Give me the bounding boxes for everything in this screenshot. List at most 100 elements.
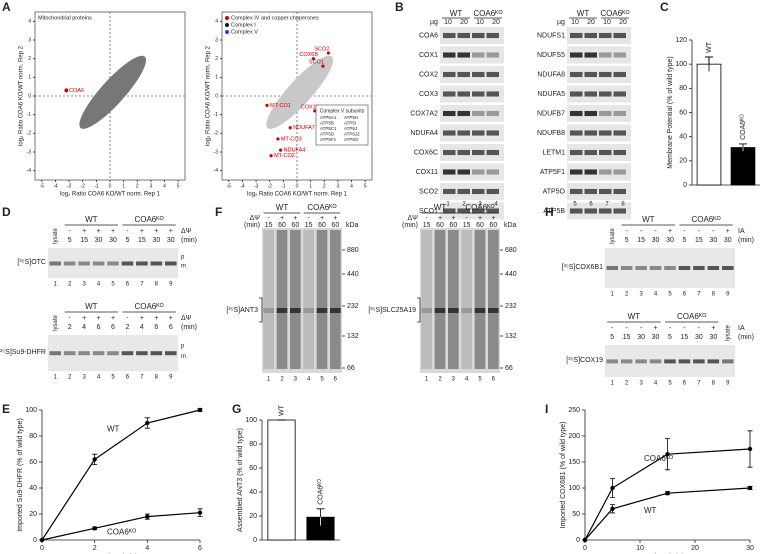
- unit-label: kDa: [504, 222, 517, 229]
- sign: -: [465, 215, 468, 222]
- lane-smear: [434, 230, 446, 369]
- lane-number: 4: [494, 202, 498, 208]
- lane-smear: [290, 230, 301, 369]
- x-tick-label: 3: [150, 183, 153, 189]
- time: 6: [154, 324, 158, 331]
- group-label: WT: [434, 203, 447, 212]
- lane-smear: [303, 230, 314, 369]
- box-item: ATP5J: [344, 126, 357, 131]
- band: [92, 351, 105, 356]
- time: 30: [152, 237, 160, 244]
- y-tick-label: 100: [245, 417, 257, 424]
- time: 30: [109, 237, 117, 244]
- condition-label: ΔΨ: [407, 215, 418, 222]
- band: [649, 359, 662, 364]
- band: [584, 188, 597, 195]
- band: [443, 32, 456, 39]
- row-label: NDUFA8: [537, 71, 565, 78]
- y-tick-label: 1: [28, 75, 31, 81]
- band: [443, 130, 456, 136]
- sign: -: [126, 228, 129, 235]
- y-tick-label: 0: [576, 537, 580, 544]
- y-tick-label: 80: [249, 441, 257, 448]
- band: [486, 188, 499, 195]
- band: [472, 91, 485, 97]
- lane-number: 3: [82, 375, 86, 381]
- sign: +: [140, 315, 144, 322]
- band: [63, 351, 76, 356]
- sign: +: [320, 215, 324, 222]
- y-tick-label: 100: [675, 61, 687, 68]
- lane-number: 1: [446, 202, 450, 208]
- band: [584, 32, 597, 39]
- band: [599, 91, 612, 97]
- row-label: SCO1: [419, 208, 438, 215]
- time: 6: [169, 324, 173, 331]
- lane-smear: [421, 230, 432, 369]
- sign: +: [140, 228, 144, 235]
- band: [49, 261, 61, 266]
- band: [472, 110, 485, 117]
- y-tick-label: 40: [29, 485, 37, 492]
- row-label: ATP5O: [543, 188, 566, 195]
- band: [107, 261, 119, 266]
- group-label: WT: [276, 203, 289, 212]
- unit-label: (min): [244, 222, 260, 229]
- y-tick-label: 60: [249, 465, 257, 472]
- band: [457, 149, 470, 156]
- sign: -: [611, 325, 614, 332]
- box-item: ATP5C1: [320, 126, 337, 131]
- amount: 10: [571, 19, 579, 26]
- band: [474, 308, 486, 313]
- bracket: [417, 297, 421, 323]
- x-tick-label: 1: [309, 183, 312, 189]
- point: [92, 457, 97, 462]
- band: [472, 149, 485, 156]
- band: [78, 351, 90, 356]
- band: [584, 71, 597, 78]
- y-tick-label: 0: [33, 537, 37, 544]
- band: [707, 359, 720, 364]
- lane-number: 9: [726, 381, 730, 387]
- series-label: COA6ᴷᴼ: [107, 528, 136, 537]
- lane-number: 8: [155, 375, 159, 381]
- band: [664, 359, 676, 364]
- band: [635, 266, 647, 270]
- time: 15: [681, 334, 689, 341]
- band: [303, 308, 314, 313]
- lysate-label: lysate: [53, 228, 59, 244]
- point-label: SCO1: [309, 60, 324, 66]
- y-tick-label: -3: [27, 149, 32, 155]
- lane-number: 8: [155, 282, 159, 288]
- band: [613, 169, 626, 175]
- band: [613, 208, 626, 214]
- band: [457, 188, 470, 195]
- y-tick-label: 150: [568, 459, 580, 466]
- y-tick-label: 40: [679, 134, 687, 141]
- marker-label: 680: [505, 247, 517, 254]
- error-bar: [316, 508, 325, 518]
- band: [649, 266, 662, 270]
- time: 60: [278, 222, 286, 229]
- band: [584, 91, 597, 97]
- amount: 10: [476, 19, 484, 26]
- group-label: WT: [577, 9, 590, 18]
- band: [584, 169, 597, 175]
- band: [472, 71, 485, 78]
- band: [599, 208, 612, 214]
- band: [570, 169, 583, 175]
- point-label: MT-CO1: [270, 103, 291, 109]
- time: 5: [668, 334, 672, 341]
- band: [599, 71, 612, 78]
- band: [613, 32, 626, 39]
- lane-number: 2: [625, 292, 629, 298]
- legend-label: Complex V: [231, 29, 258, 35]
- time: 15: [138, 237, 146, 244]
- header: µg: [557, 19, 565, 26]
- band: [276, 308, 288, 313]
- point: [747, 485, 753, 491]
- sign: +: [97, 315, 101, 322]
- group-label: WT: [628, 312, 641, 321]
- sign: +: [451, 215, 455, 222]
